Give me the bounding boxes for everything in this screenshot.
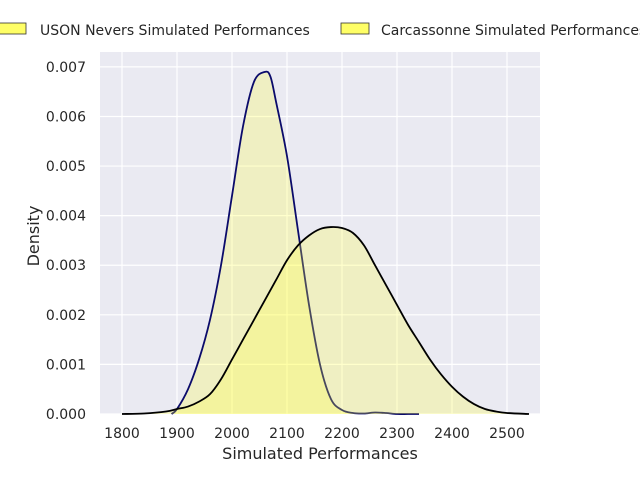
y-tick-label: 0.003: [46, 258, 86, 274]
y-tick-label: 0.001: [46, 357, 86, 373]
x-tick-label: 2500: [489, 426, 525, 442]
series-layer: [121, 70, 530, 415]
legend: USON Nevers Simulated Performances Carca…: [0, 22, 640, 39]
y-tick-label: 0.006: [46, 109, 86, 125]
density-area-carcassonne: [122, 226, 529, 414]
y-axis-label: Density: [24, 206, 43, 267]
legend-label-uson: USON Nevers Simulated Performances: [40, 23, 310, 39]
x-tick-label: 2400: [434, 426, 470, 442]
legend-label-carcassonne: Carcassonne Simulated Performances: [381, 23, 640, 39]
x-axis: 1800 1900 2000 2100 2200 2300 2400 2500: [104, 426, 525, 442]
x-tick-label: 1800: [104, 426, 140, 442]
x-tick-label: 2000: [214, 426, 250, 442]
density-line-uson: [170, 70, 419, 415]
x-tick-label: 1900: [159, 426, 195, 442]
plot-background: [100, 52, 540, 414]
density-line-carcassonne: [121, 226, 530, 415]
x-tick-label: 2200: [324, 426, 360, 442]
y-tick-label: 0.000: [46, 407, 86, 423]
y-tick-label: 0.005: [46, 159, 86, 175]
legend-swatch-carcassonne: [340, 22, 370, 35]
legend-swatch-uson: [0, 22, 27, 35]
density-area-uson: [171, 71, 419, 415]
x-axis-label: Simulated Performances: [222, 444, 418, 463]
y-tick-label: 0.007: [46, 60, 86, 76]
x-tick-label: 2100: [269, 426, 305, 442]
y-tick-label: 0.002: [46, 308, 86, 324]
y-axis: 0.000 0.001 0.002 0.003 0.004 0.005 0.006 0.007: [46, 60, 86, 423]
x-tick-label: 2300: [379, 426, 415, 442]
y-tick-label: 0.004: [46, 209, 86, 225]
